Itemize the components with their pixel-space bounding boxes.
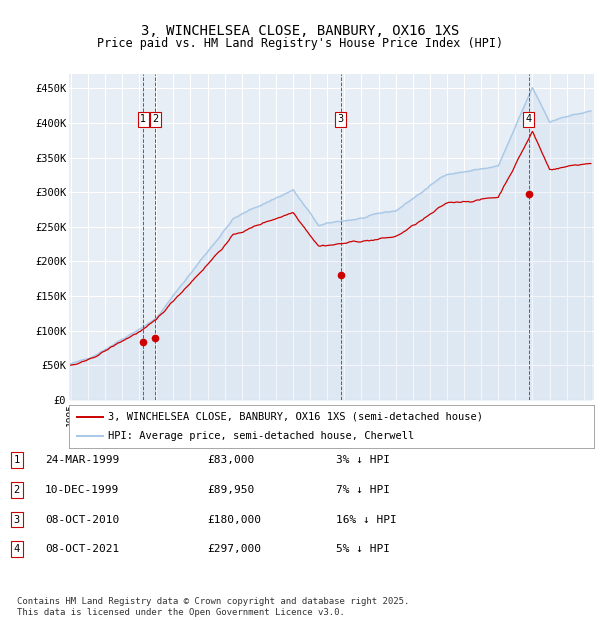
Text: 10-DEC-1999: 10-DEC-1999 bbox=[45, 485, 119, 495]
Text: 24-MAR-1999: 24-MAR-1999 bbox=[45, 455, 119, 465]
Text: 1: 1 bbox=[14, 455, 20, 465]
Text: HPI: Average price, semi-detached house, Cherwell: HPI: Average price, semi-detached house,… bbox=[109, 432, 415, 441]
Text: 3% ↓ HPI: 3% ↓ HPI bbox=[336, 455, 390, 465]
Text: £297,000: £297,000 bbox=[207, 544, 261, 554]
Text: 5% ↓ HPI: 5% ↓ HPI bbox=[336, 544, 390, 554]
Text: 16% ↓ HPI: 16% ↓ HPI bbox=[336, 515, 397, 525]
Text: 3: 3 bbox=[338, 115, 344, 125]
Text: 2: 2 bbox=[152, 115, 158, 125]
Text: 2: 2 bbox=[14, 485, 20, 495]
Text: 4: 4 bbox=[526, 115, 532, 125]
Text: 3: 3 bbox=[14, 515, 20, 525]
Text: 3, WINCHELSEA CLOSE, BANBURY, OX16 1XS (semi-detached house): 3, WINCHELSEA CLOSE, BANBURY, OX16 1XS (… bbox=[109, 412, 484, 422]
Text: 1: 1 bbox=[140, 115, 146, 125]
Text: £89,950: £89,950 bbox=[207, 485, 254, 495]
Text: £180,000: £180,000 bbox=[207, 515, 261, 525]
Text: 08-OCT-2021: 08-OCT-2021 bbox=[45, 544, 119, 554]
Text: Price paid vs. HM Land Registry's House Price Index (HPI): Price paid vs. HM Land Registry's House … bbox=[97, 37, 503, 50]
Text: 3, WINCHELSEA CLOSE, BANBURY, OX16 1XS: 3, WINCHELSEA CLOSE, BANBURY, OX16 1XS bbox=[141, 24, 459, 38]
Text: 08-OCT-2010: 08-OCT-2010 bbox=[45, 515, 119, 525]
Text: 4: 4 bbox=[14, 544, 20, 554]
Text: Contains HM Land Registry data © Crown copyright and database right 2025.
This d: Contains HM Land Registry data © Crown c… bbox=[17, 598, 409, 617]
Text: £83,000: £83,000 bbox=[207, 455, 254, 465]
Text: 7% ↓ HPI: 7% ↓ HPI bbox=[336, 485, 390, 495]
